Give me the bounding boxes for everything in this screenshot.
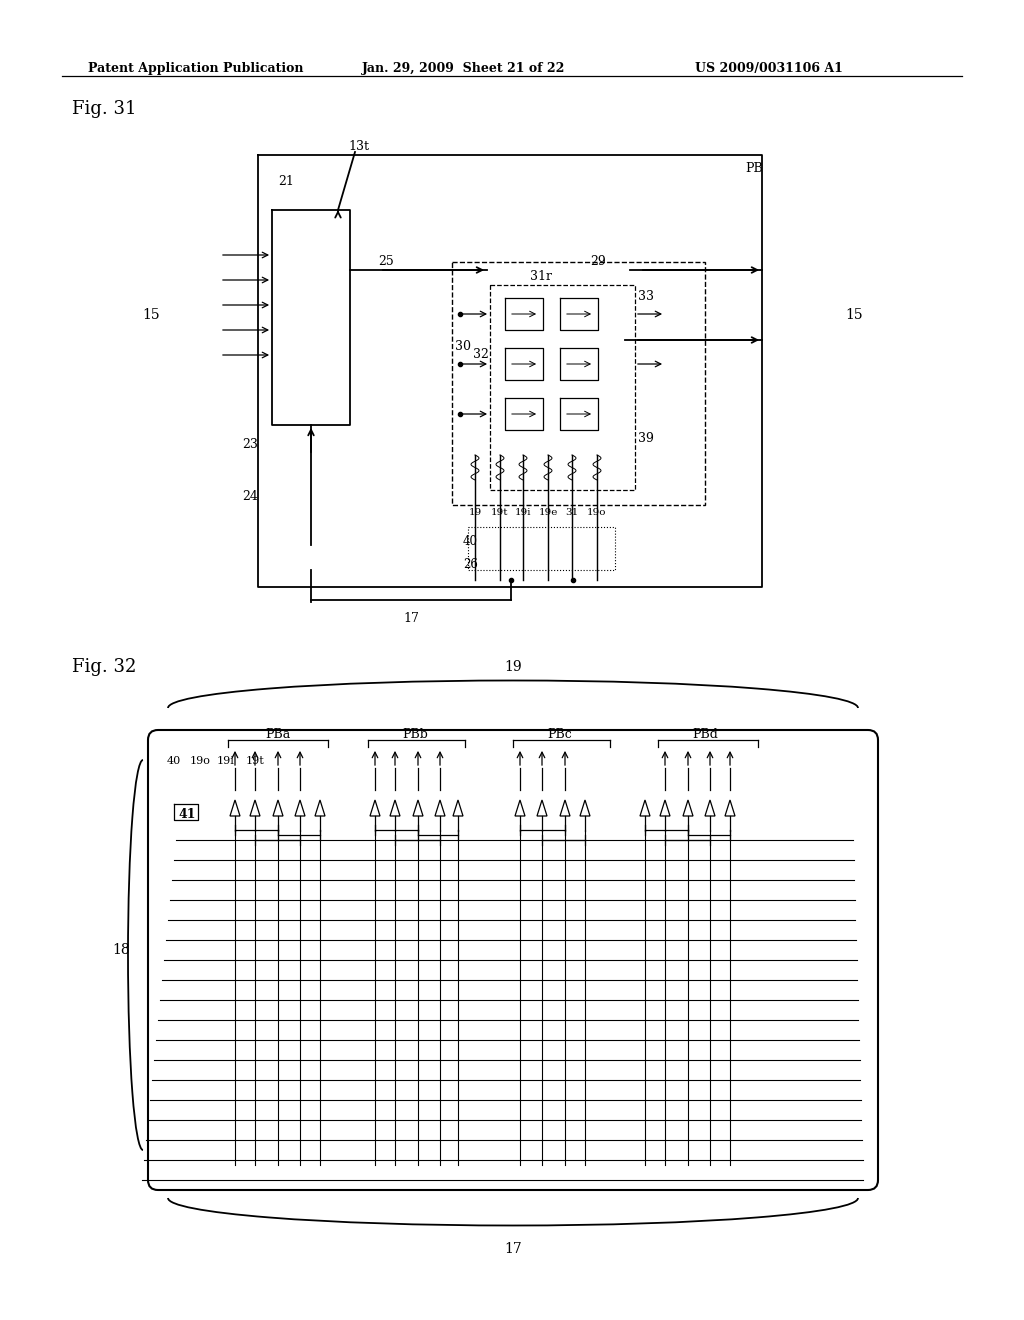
Text: 19: 19: [504, 660, 522, 675]
Text: 17: 17: [403, 612, 419, 624]
Text: 19t: 19t: [492, 508, 509, 517]
Text: 19e: 19e: [539, 508, 558, 517]
Text: 41: 41: [178, 808, 196, 821]
Text: 21: 21: [278, 176, 294, 187]
Text: 17: 17: [504, 1242, 522, 1257]
Text: 19: 19: [468, 508, 481, 517]
Text: 13t: 13t: [348, 140, 369, 153]
Text: PBc: PBc: [548, 729, 572, 741]
Text: 18: 18: [112, 942, 130, 957]
Text: 19o: 19o: [189, 756, 211, 766]
Text: 40: 40: [167, 756, 181, 766]
Text: 32: 32: [473, 348, 488, 360]
Text: US 2009/0031106 A1: US 2009/0031106 A1: [695, 62, 843, 75]
Text: 19i: 19i: [217, 756, 234, 766]
Text: 26: 26: [463, 558, 478, 572]
Text: Fig. 31: Fig. 31: [72, 100, 136, 117]
Text: Jan. 29, 2009  Sheet 21 of 22: Jan. 29, 2009 Sheet 21 of 22: [362, 62, 565, 75]
Text: 23: 23: [242, 438, 258, 451]
Text: 19t: 19t: [246, 756, 264, 766]
Text: PBa: PBa: [265, 729, 291, 741]
Text: 31: 31: [565, 508, 579, 517]
Text: 40: 40: [463, 535, 478, 548]
Text: Patent Application Publication: Patent Application Publication: [88, 62, 303, 75]
Text: PB: PB: [745, 162, 763, 176]
Text: PBb: PBb: [402, 729, 428, 741]
Text: 25: 25: [378, 255, 394, 268]
Text: 19o: 19o: [587, 508, 607, 517]
Text: 30: 30: [455, 341, 471, 352]
Text: 39: 39: [638, 432, 654, 445]
Text: 15: 15: [845, 308, 862, 322]
Text: 31r: 31r: [530, 271, 552, 282]
Text: 15: 15: [142, 308, 160, 322]
Text: 29: 29: [590, 255, 606, 268]
Text: 24: 24: [242, 490, 258, 503]
Text: PBd: PBd: [692, 729, 718, 741]
Text: 33: 33: [638, 290, 654, 304]
Text: 19i: 19i: [515, 508, 531, 517]
Text: Fig. 32: Fig. 32: [72, 657, 136, 676]
